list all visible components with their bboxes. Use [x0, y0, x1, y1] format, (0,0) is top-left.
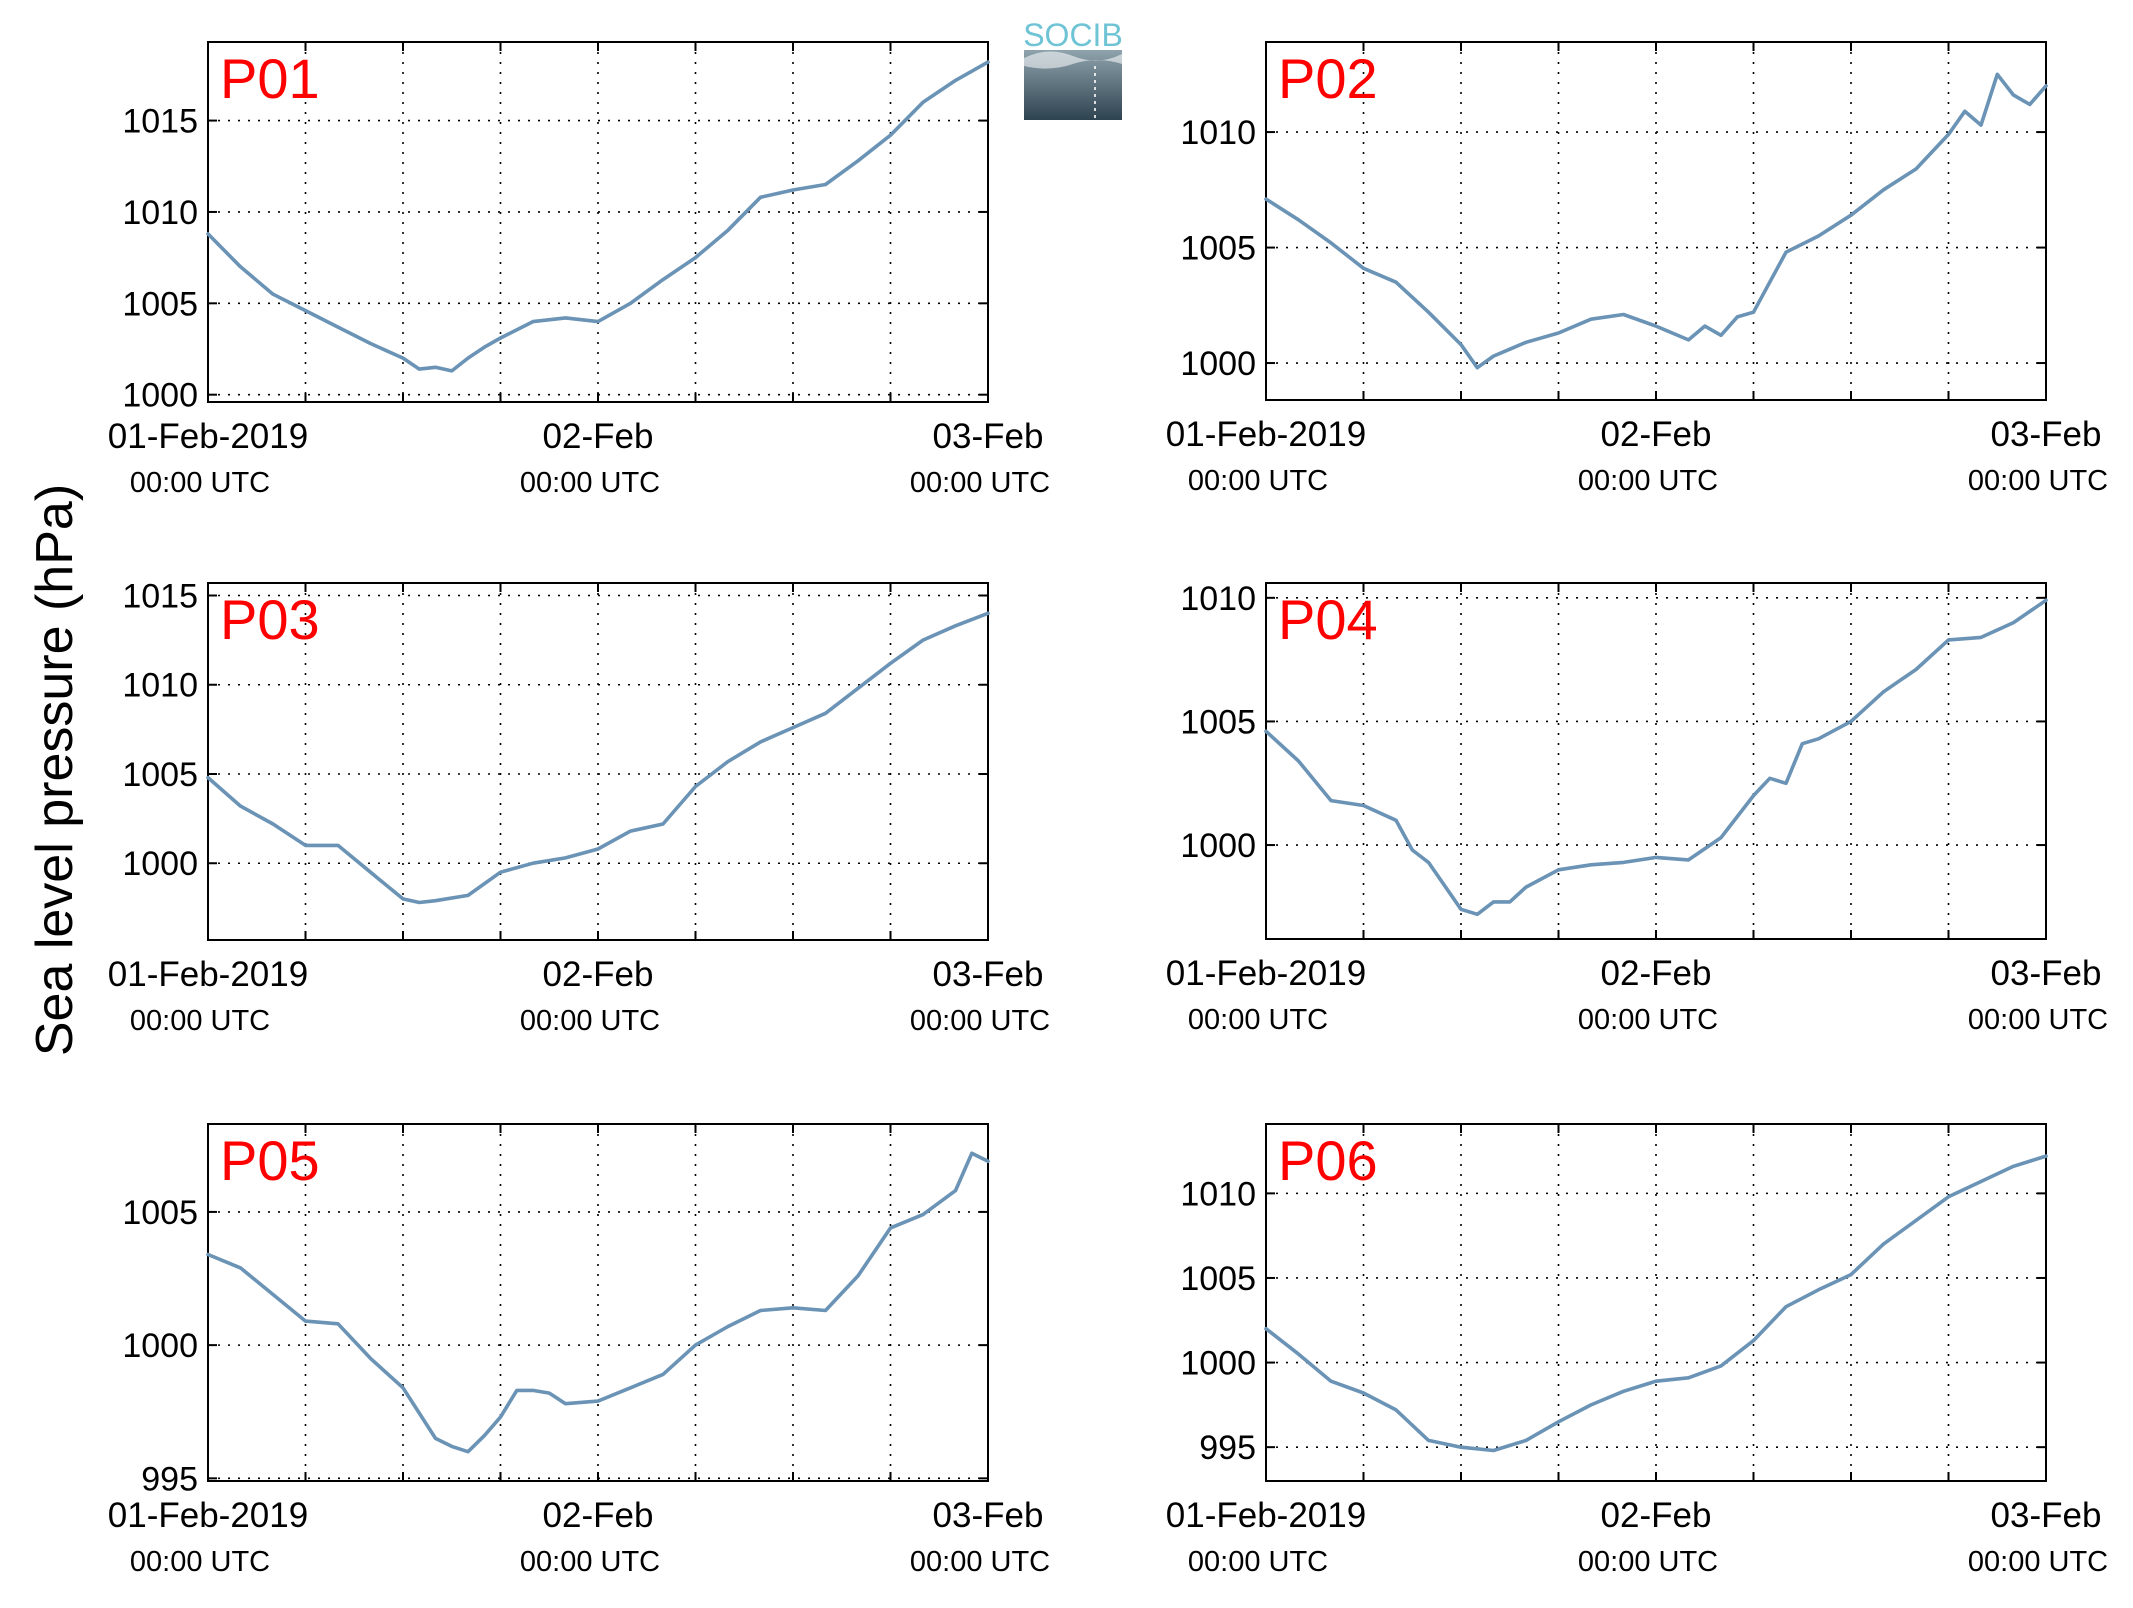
x-tick-label-date: 02-Feb: [543, 1496, 654, 1535]
x-tick-label-time: 00:00 UTC: [1578, 1546, 1718, 1578]
y-tick-label: 1010: [122, 667, 198, 705]
pressure-series-line: [1264, 72, 2048, 370]
panel-label: P04: [1278, 588, 1378, 651]
y-tick-label: 1000: [1180, 345, 1256, 383]
x-tick-label-time: 00:00 UTC: [1968, 1546, 2108, 1578]
x-tick-label-date: 01-Feb-2019: [1166, 1496, 1366, 1535]
panel-label: P02: [1278, 47, 1378, 110]
x-tick-label-time: 00:00 UTC: [910, 1546, 1050, 1578]
panel-label: P03: [220, 588, 320, 651]
panel-label: P01: [220, 47, 320, 110]
x-tick-label-date: 02-Feb: [543, 955, 654, 994]
y-tick-label: 1005: [122, 756, 198, 794]
x-tick-label-date: 01-Feb-2019: [1166, 415, 1366, 454]
x-tick-label-time: 00:00 UTC: [910, 467, 1050, 499]
x-tick-label-date: 03-Feb: [933, 955, 1044, 994]
x-tick-label-time: 00:00 UTC: [130, 1005, 270, 1037]
panel-label: P05: [220, 1129, 320, 1192]
y-tick-label: 1010: [1180, 114, 1256, 152]
panel-p06: 995 1000 1005 1010 01-Feb-2019 00:00 UTC 02-Fe…: [1166, 1123, 2108, 1578]
plot-frame: [1265, 582, 2047, 940]
y-tick-label: 1005: [122, 285, 198, 323]
panel-p01: 1000 1005 1010 1015 01-Feb-2019 00:00 UTC 02-F…: [108, 41, 1050, 499]
y-tick-label: 1015: [122, 103, 198, 141]
x-tick-label-date: 01-Feb-2019: [108, 1496, 308, 1535]
y-tick-label: 995: [1199, 1429, 1256, 1467]
y-tick-label: 1000: [1180, 827, 1256, 865]
y-tick-label: 995: [141, 1460, 198, 1498]
x-tick-label-time: 00:00 UTC: [520, 1005, 660, 1037]
pressure-series-line: [206, 611, 990, 905]
y-tick-label: 1010: [1180, 580, 1256, 618]
chart-panels: 1000 1005 1010 1015 01-Feb-2019 00:00 UTC 02-F…: [108, 41, 2108, 1578]
y-tick-label: 1005: [1180, 703, 1256, 741]
logo-wave-icon: [1024, 51, 1122, 69]
x-tick-label-date: 03-Feb: [933, 1496, 1044, 1535]
pressure-series-line: [206, 60, 990, 373]
plot-frame: [207, 582, 989, 941]
y-tick-label: 1010: [1180, 1175, 1256, 1213]
x-tick-label-date: 01-Feb-2019: [108, 955, 308, 994]
y-tick-label: 1000: [122, 1327, 198, 1365]
y-tick-label: 1005: [1180, 1260, 1256, 1298]
panel-p04: 1000 1005 1010 01-Feb-2019 00:00 UTC 02-Feb 00…: [1166, 580, 2108, 1036]
y-tick-label: 1005: [1180, 230, 1256, 268]
x-tick-label-date: 02-Feb: [1601, 1496, 1712, 1535]
x-tick-label-date: 03-Feb: [1991, 954, 2102, 993]
y-tick-label: 1015: [122, 577, 198, 615]
panel-p02: 1000 1005 1010 01-Feb-2019 00:00 UTC 02-Feb 00…: [1166, 41, 2108, 497]
x-tick-label-date: 02-Feb: [1601, 954, 1712, 993]
y-tick-label: 1000: [1180, 1345, 1256, 1383]
x-tick-label-date: 02-Feb: [543, 417, 654, 456]
x-tick-label-time: 00:00 UTC: [520, 1546, 660, 1578]
plot-frame: [207, 1123, 989, 1482]
x-tick-label-time: 00:00 UTC: [1188, 1004, 1328, 1036]
x-tick-label-date: 02-Feb: [1601, 415, 1712, 454]
y-tick-label: 1000: [122, 377, 198, 415]
x-tick-label-time: 00:00 UTC: [1578, 465, 1718, 497]
pressure-series-line: [1264, 1154, 2048, 1453]
x-tick-label-date: 01-Feb-2019: [1166, 954, 1366, 993]
panel-p03: 1000 1005 1010 1015 01-Feb-2019 00:00 UTC 02-F…: [108, 577, 1050, 1037]
x-tick-label-time: 00:00 UTC: [130, 467, 270, 499]
x-tick-label-date: 03-Feb: [933, 417, 1044, 456]
x-tick-label-time: 00:00 UTC: [1578, 1004, 1718, 1036]
y-tick-label: 1000: [122, 845, 198, 883]
x-tick-label-time: 00:00 UTC: [130, 1546, 270, 1578]
plot-frame: [1265, 1123, 2047, 1482]
logo-text: SOCIB: [1023, 17, 1123, 53]
y-tick-label: 1005: [122, 1194, 198, 1232]
x-tick-label-date: 03-Feb: [1991, 415, 2102, 454]
pressure-series-line: [1264, 598, 2048, 917]
panel-p05: 995 1000 1005 01-Feb-2019 00:00 UTC 02-Feb 00:…: [108, 1123, 1050, 1578]
x-tick-label-time: 00:00 UTC: [910, 1005, 1050, 1037]
x-tick-label-date: 03-Feb: [1991, 1496, 2102, 1535]
socib-logo: SOCIB: [1023, 17, 1123, 120]
plot-frame: [1265, 41, 2047, 401]
pressure-series-line: [206, 1151, 990, 1454]
panel-label: P06: [1278, 1129, 1378, 1192]
x-tick-label-time: 00:00 UTC: [520, 467, 660, 499]
y-axis-label: Sea level pressure (hPa): [26, 484, 84, 1056]
x-tick-label-time: 00:00 UTC: [1968, 1004, 2108, 1036]
y-tick-label: 1010: [122, 194, 198, 232]
x-tick-label-time: 00:00 UTC: [1188, 465, 1328, 497]
x-tick-label-time: 00:00 UTC: [1188, 1546, 1328, 1578]
x-tick-label-date: 01-Feb-2019: [108, 417, 308, 456]
x-tick-label-time: 00:00 UTC: [1968, 465, 2108, 497]
